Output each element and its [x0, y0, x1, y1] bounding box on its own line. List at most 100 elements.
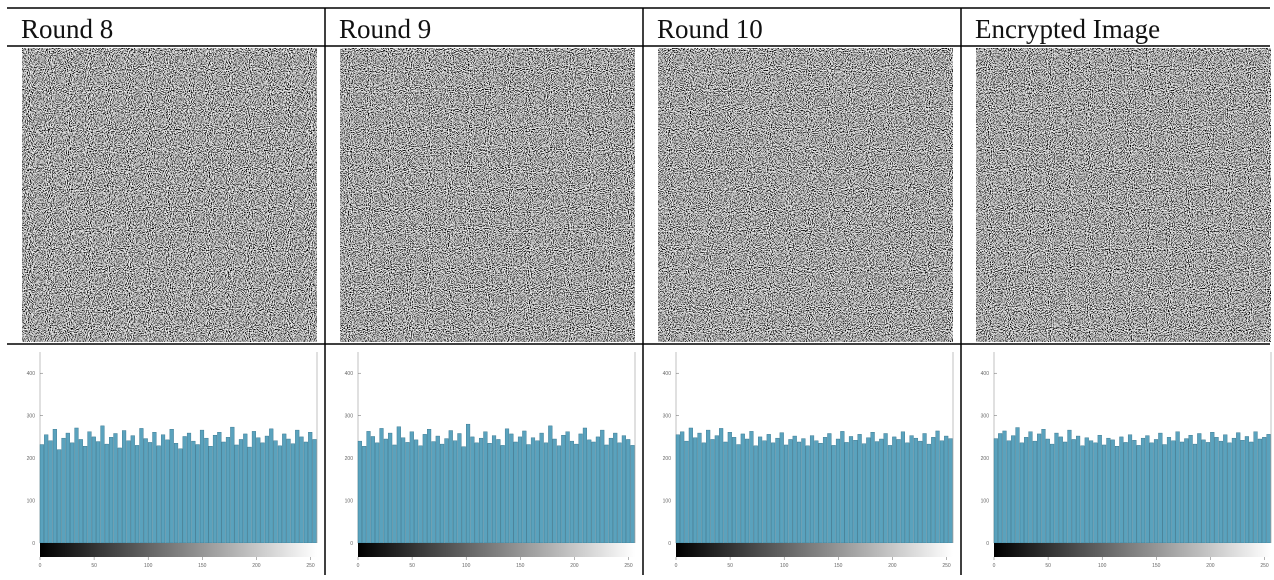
bar [1003, 431, 1007, 543]
bar [170, 429, 174, 543]
panel-title: Round 10 [657, 14, 763, 44]
bar [1063, 442, 1067, 543]
bar [618, 443, 622, 543]
gray-scale-bar [358, 543, 635, 557]
bar [676, 435, 680, 543]
bar [1267, 434, 1271, 543]
bar [771, 443, 775, 543]
bar [931, 437, 935, 543]
bar [810, 436, 814, 543]
bar [432, 442, 436, 543]
bar [918, 441, 922, 543]
bar [1011, 436, 1015, 543]
bar [1197, 433, 1201, 543]
bar [1223, 435, 1227, 543]
bar [49, 441, 53, 543]
y-tick-label: 300 [27, 414, 36, 420]
bar [1107, 438, 1111, 543]
bar [871, 432, 875, 543]
bar [462, 447, 466, 543]
bar [702, 443, 706, 543]
bar [410, 432, 414, 543]
bar [1141, 438, 1145, 543]
bar [248, 447, 252, 543]
bar [436, 436, 440, 543]
bar [222, 442, 226, 543]
bar [53, 429, 57, 543]
bar [905, 443, 909, 543]
bar [901, 432, 905, 543]
bar [741, 434, 745, 543]
bar [492, 436, 496, 543]
bar [680, 432, 684, 543]
bar [849, 436, 853, 543]
noise-image [340, 48, 635, 342]
bar [1046, 439, 1050, 543]
bar [789, 439, 793, 543]
bar [823, 437, 827, 543]
bar [131, 436, 135, 543]
bar [479, 438, 483, 543]
bar [914, 438, 918, 543]
y-tick-label: 400 [345, 371, 354, 377]
bar [587, 440, 591, 543]
bar [484, 432, 488, 543]
bar [375, 443, 379, 543]
y-tick-label: 300 [981, 414, 990, 420]
bar [737, 445, 741, 543]
bar [384, 439, 388, 543]
bar [1202, 440, 1206, 543]
bar [501, 445, 505, 543]
bar [1033, 441, 1037, 543]
bar [1037, 434, 1041, 543]
bar [161, 435, 165, 543]
bar [122, 431, 126, 543]
bar [135, 445, 139, 543]
bar [509, 434, 513, 543]
x-tick-label: 200 [570, 563, 579, 569]
y-tick-label: 400 [663, 371, 672, 377]
bar [1184, 439, 1188, 543]
bar [1154, 439, 1158, 543]
bar [858, 434, 862, 543]
bar [440, 444, 444, 543]
bar [300, 437, 304, 543]
bar [553, 439, 557, 543]
gray-scale-bar [40, 543, 317, 557]
bar [406, 442, 410, 543]
x-tick-label: 50 [91, 563, 97, 569]
bar [631, 445, 635, 543]
x-tick-label: 150 [516, 563, 525, 569]
bar [256, 438, 260, 543]
bar [291, 444, 295, 543]
y-tick-label: 0 [32, 541, 35, 547]
bar [1249, 442, 1253, 543]
bar [252, 431, 256, 543]
bar [313, 439, 317, 543]
bar [79, 439, 83, 543]
y-tick-label: 300 [663, 414, 672, 420]
bar [1228, 443, 1232, 543]
bar [1124, 442, 1128, 543]
bar [1120, 437, 1124, 543]
x-tick-label: 0 [39, 563, 42, 569]
bar [148, 442, 152, 543]
noise-image [22, 48, 317, 342]
bar [845, 442, 849, 543]
bar [1020, 443, 1024, 543]
bar [866, 438, 870, 543]
bar [1189, 435, 1193, 543]
bar [196, 445, 200, 543]
bar [449, 431, 453, 543]
bar [944, 436, 948, 543]
bar [235, 445, 239, 543]
bar [183, 436, 187, 543]
bar [1137, 445, 1141, 543]
bar [466, 424, 470, 543]
bar [217, 432, 221, 543]
bar [127, 441, 131, 543]
bar [853, 440, 857, 543]
bar [423, 434, 427, 543]
x-tick-label: 250 [942, 563, 951, 569]
bar [471, 437, 475, 543]
